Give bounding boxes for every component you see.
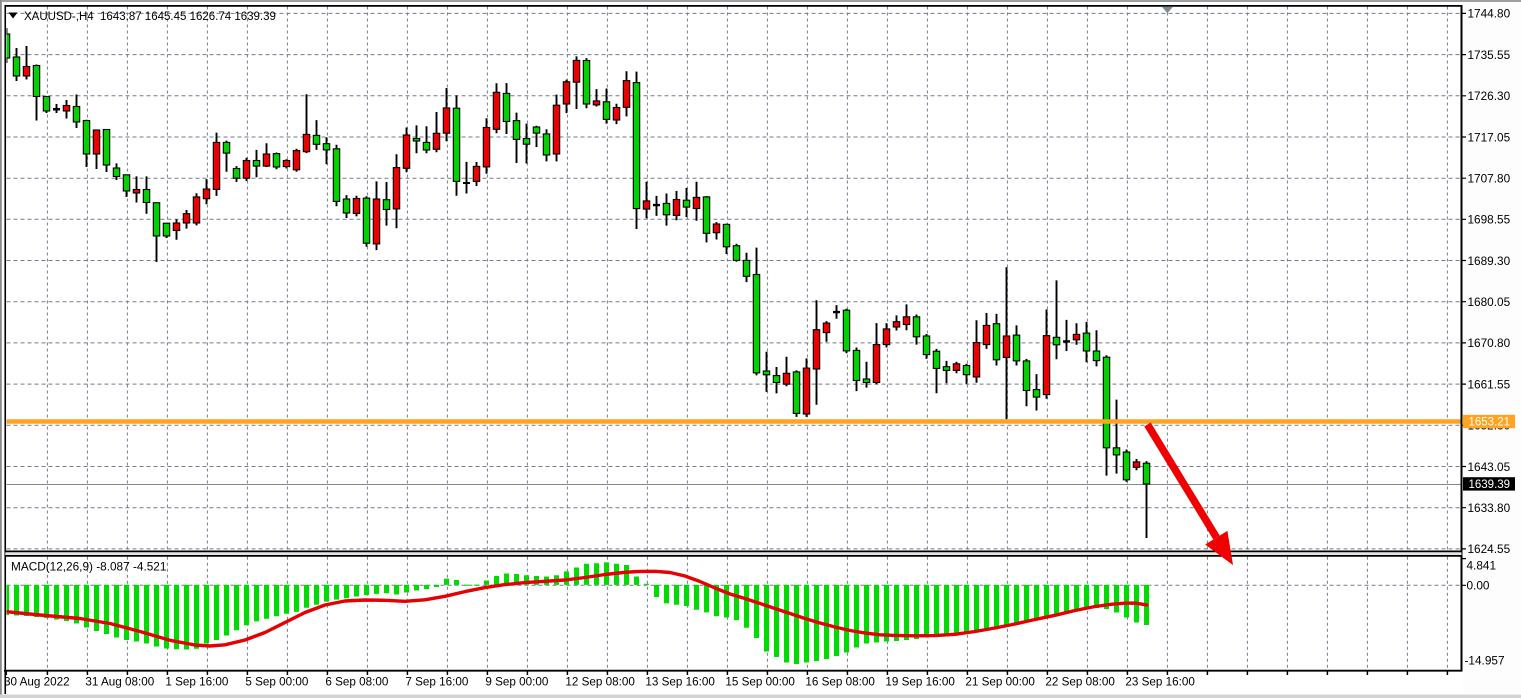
svg-text:1726.30: 1726.30 xyxy=(1468,89,1511,103)
svg-text:13 Sep 16:00: 13 Sep 16:00 xyxy=(645,676,715,689)
svg-text:1698.55: 1698.55 xyxy=(1468,213,1511,227)
svg-text:1661.55: 1661.55 xyxy=(1468,377,1511,391)
svg-text:0.00: 0.00 xyxy=(1467,579,1490,593)
svg-text:12 Sep 08:00: 12 Sep 08:00 xyxy=(565,676,635,689)
svg-text:1744.80: 1744.80 xyxy=(1468,7,1511,21)
svg-text:1 Sep 16:00: 1 Sep 16:00 xyxy=(165,676,229,689)
svg-text:1707.80: 1707.80 xyxy=(1468,172,1511,186)
svg-text:9 Sep 00:00: 9 Sep 00:00 xyxy=(485,676,549,689)
svg-text:6 Sep 08:00: 6 Sep 08:00 xyxy=(325,676,389,689)
svg-text:23 Sep 16:00: 23 Sep 16:00 xyxy=(1125,676,1195,689)
svg-text:22 Sep 08:00: 22 Sep 08:00 xyxy=(1045,676,1115,689)
svg-text:15 Sep 00:00: 15 Sep 00:00 xyxy=(725,676,795,689)
svg-text:-14.957: -14.957 xyxy=(1465,654,1505,668)
svg-text:XAUUSD-,H4 1643.87 1645.45 16: XAUUSD-,H4 1643.87 1645.45 1626.74 1639.… xyxy=(24,11,276,23)
svg-text:1680.05: 1680.05 xyxy=(1468,295,1511,309)
svg-text:1735.55: 1735.55 xyxy=(1468,48,1511,62)
svg-text:21 Sep 00:00: 21 Sep 00:00 xyxy=(965,676,1035,689)
svg-text:1717.05: 1717.05 xyxy=(1468,130,1511,144)
svg-text:1689.30: 1689.30 xyxy=(1468,254,1511,268)
svg-text:1643.05: 1643.05 xyxy=(1468,460,1511,474)
svg-text:1653.21: 1653.21 xyxy=(1469,417,1511,429)
svg-text:1670.80: 1670.80 xyxy=(1468,336,1511,350)
svg-text:1639.39: 1639.39 xyxy=(1469,479,1511,491)
svg-text:30 Aug 2022: 30 Aug 2022 xyxy=(4,676,70,689)
svg-text:4.841: 4.841 xyxy=(1467,559,1497,573)
svg-text:19 Sep 16:00: 19 Sep 16:00 xyxy=(885,676,955,689)
svg-text:MACD(12,26,9) -8.087 -4.521: MACD(12,26,9) -8.087 -4.521 xyxy=(11,560,166,574)
svg-text:7 Sep 16:00: 7 Sep 16:00 xyxy=(405,676,469,689)
svg-text:1624.55: 1624.55 xyxy=(1468,542,1511,556)
svg-text:5 Sep 00:00: 5 Sep 00:00 xyxy=(245,676,309,689)
svg-text:31 Aug 08:00: 31 Aug 08:00 xyxy=(85,676,154,689)
svg-text:1633.80: 1633.80 xyxy=(1468,501,1511,515)
svg-text:16 Sep 08:00: 16 Sep 08:00 xyxy=(805,676,875,689)
